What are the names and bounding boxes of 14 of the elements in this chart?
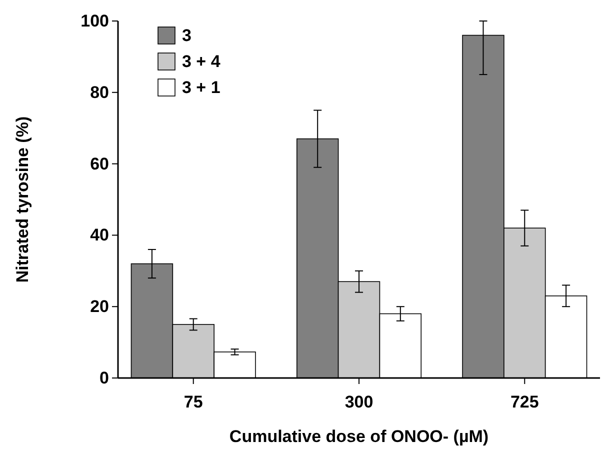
- legend-label: 3 + 4: [182, 52, 221, 71]
- legend-label: 3 + 1: [182, 78, 220, 97]
- y-tick-label: 0: [100, 368, 109, 388]
- y-tick-label: 80: [90, 82, 109, 102]
- x-axis-title: Cumulative dose of ONOO- (µM): [229, 427, 489, 446]
- x-tick-label: 725: [510, 392, 539, 412]
- y-axis-title: Nitrated tyrosine (%): [13, 116, 32, 283]
- legend-label: 3: [182, 26, 192, 45]
- x-tick-label: 300: [344, 392, 374, 412]
- x-tick-label: 75: [184, 392, 203, 412]
- y-tick-label: 60: [90, 154, 109, 174]
- y-tick-label: 100: [80, 11, 109, 30]
- y-tick-label: 20: [90, 297, 109, 316]
- y-tick-label: 40: [90, 226, 109, 245]
